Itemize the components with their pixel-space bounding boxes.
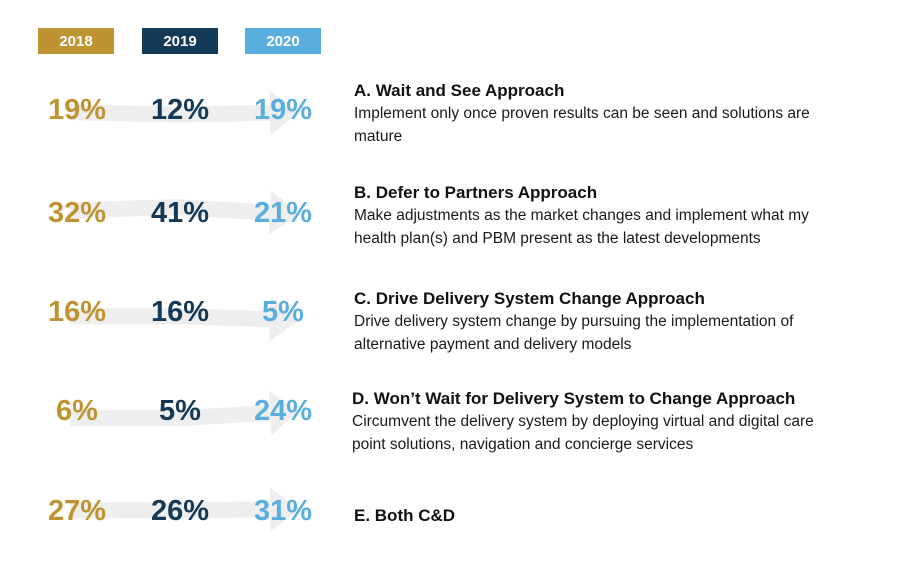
row-a-title: A. Wait and See Approach [354, 81, 565, 100]
row-e-2020-value: 31% [253, 495, 313, 527]
row-d-description: Circumvent the delivery system by deploy… [352, 413, 814, 453]
row-a-2019-value: 12% [150, 94, 210, 126]
row-e-2019-value: 26% [150, 495, 210, 527]
row-b-title: B. Defer to Partners Approach [354, 183, 598, 202]
row-c-description: Drive delivery system change by pursuing… [354, 313, 794, 353]
row-e-title: E. Both C&D [354, 506, 456, 525]
row-c-trend-arrow [70, 297, 300, 342]
row-d-2020-value: 24% [253, 395, 313, 427]
legend-2019: 2019 [142, 28, 218, 54]
row-c-title: C. Drive Delivery System Change Approach [354, 289, 705, 308]
row-e-approach: E. Both C&D [354, 505, 854, 527]
row-d-trend-arrow [70, 391, 300, 435]
row-c-2018-value: 16% [47, 296, 107, 328]
row-e-trend-arrow [70, 487, 300, 532]
row-c-2020-value: 5% [262, 296, 304, 328]
row-c-approach: C. Drive Delivery System Change Approach… [354, 288, 854, 356]
row-c-2019-value: 16% [150, 296, 210, 328]
legend-2018: 2018 [38, 28, 114, 54]
row-b-description: Make adjustments as the market changes a… [354, 207, 809, 247]
row-a-2020-value: 19% [253, 94, 313, 126]
row-d-2018-value: 6% [56, 395, 98, 427]
row-b-2020-value: 21% [253, 197, 313, 229]
row-b-2019-value: 41% [150, 197, 210, 229]
row-b-2018-value: 32% [47, 197, 107, 229]
legend-2020: 2020 [245, 28, 321, 54]
row-d-approach: D. Won’t Wait for Delivery System to Cha… [352, 388, 852, 456]
row-a-2018-value: 19% [47, 94, 107, 126]
row-d-title: D. Won’t Wait for Delivery System to Cha… [352, 389, 796, 408]
row-b-trend-arrow [70, 190, 300, 235]
row-a-trend-arrow [70, 90, 300, 135]
row-d-2019-value: 5% [159, 395, 201, 427]
row-a-approach: A. Wait and See Approach Implement only … [354, 80, 854, 148]
row-b-approach: B. Defer to Partners Approach Make adjus… [354, 182, 854, 250]
row-e-2018-value: 27% [47, 495, 107, 527]
row-a-description: Implement only once proven results can b… [354, 105, 810, 145]
